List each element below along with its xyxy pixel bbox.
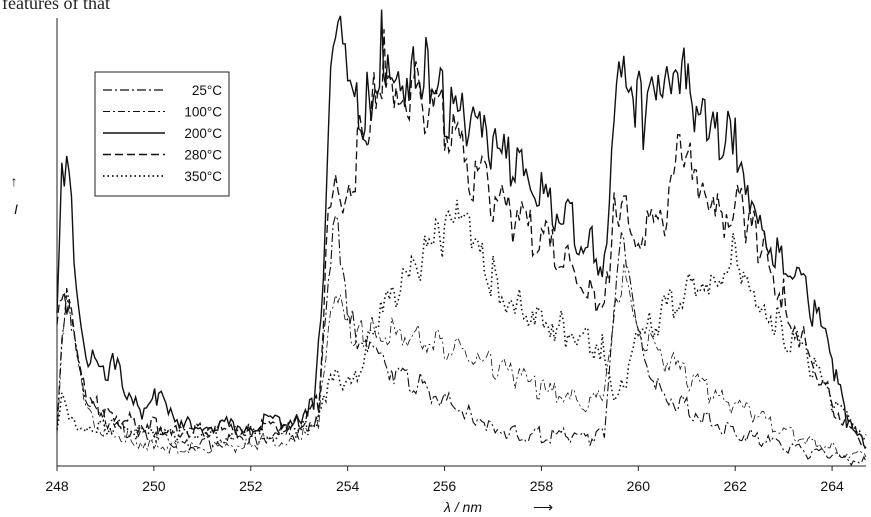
x-tick-label: 248 <box>45 478 69 494</box>
x-tick-group: 248 250 252 254 256 258 260 262 264 <box>45 466 844 494</box>
x-tick-label: 254 <box>336 478 360 494</box>
legend-entries: 25°C 100°C 200°C 280°C 350°C <box>103 83 222 184</box>
x-tick-label: 264 <box>820 478 844 494</box>
x-tick-label: 262 <box>724 478 748 494</box>
x-tick-label: 256 <box>433 478 457 494</box>
series-line-1 <box>56 214 867 467</box>
x-axis-label: λ / nm <box>443 499 482 515</box>
page-text-fragment: features of that <box>2 0 110 13</box>
plot-series-group <box>56 9 867 467</box>
x-tick-label: 258 <box>530 478 554 494</box>
x-tick-label: 252 <box>239 478 263 494</box>
series-line-2 <box>56 264 867 459</box>
legend-label-2: 100°C <box>184 105 222 120</box>
x-tick-label: 250 <box>142 478 166 494</box>
legend-label-4: 280°C <box>184 148 222 163</box>
legend-label-1: 25°C <box>192 83 222 98</box>
y-axis-arrow: ↑ <box>11 173 18 189</box>
series-line-4 <box>56 29 867 449</box>
legend-label-5: 350°C <box>184 169 222 184</box>
x-tick-label: 260 <box>627 478 651 494</box>
legend-label-3: 200°C <box>184 126 222 141</box>
x-axis-arrow: ⟶ <box>533 499 553 515</box>
chart-axes <box>56 18 866 467</box>
y-axis-label: I <box>14 201 18 217</box>
series-line-3 <box>56 9 867 449</box>
chart-legend: 25°C 100°C 200°C 280°C 350°C <box>94 71 230 197</box>
